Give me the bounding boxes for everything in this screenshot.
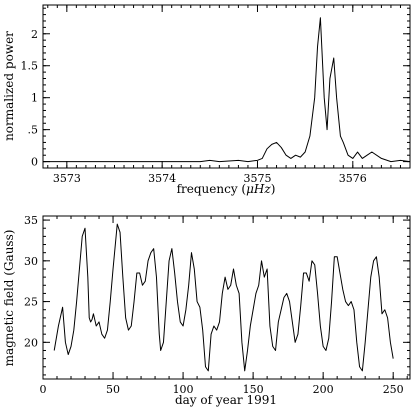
magnetic-field-x-tick-label: 50 (106, 383, 120, 396)
power-spectrum-y-tick-label: .5 (28, 124, 39, 137)
power-spectrum-y-tick-label: 2 (31, 28, 38, 41)
power-spectrum-chart: 3573 3574 3575 3576 0 .5 1 1.5 2 frequency (μHz)… (2, 4, 411, 196)
magnetic-field-y-tick-label: 30 (24, 255, 38, 268)
magnetic-field-y-axis-label: magnetic field (Gauss) (2, 230, 16, 367)
magnetic-field-ticks (42, 216, 410, 379)
magnetic-field-tick-labels: 0 50 100 150 200 250 20 25 30 35 (24, 214, 404, 396)
magnetic-field-y-tick-label: 20 (24, 336, 38, 349)
magnetic-field-x-tick-label: 250 (383, 383, 404, 396)
power-spectrum-x-tick-label: 3573 (53, 172, 81, 185)
magnetic-field-x-tick-label: 100 (173, 383, 194, 396)
power-spectrum-x-tick-label: 3576 (339, 172, 367, 185)
magnetic-field-x-tick-label: 150 (243, 383, 264, 396)
power-spectrum-y-axis-label: normalized power (2, 31, 16, 141)
power-spectrum-x-axis-label: frequency (μHz) (177, 182, 276, 196)
power-spectrum-tick-labels: 3573 3574 3575 3576 0 .5 1 1.5 2 (21, 28, 367, 185)
magnetic-field-series-line (53, 223, 394, 372)
magnetic-field-x-axis-label: day of year 1991 (175, 393, 277, 407)
power-spectrum-ticks (43, 5, 411, 169)
magnetic-field-x-tick-label: 200 (313, 383, 334, 396)
power-spectrum-series-line (43, 17, 411, 163)
magnetic-field-chart: 0 50 100 150 200 250 20 25 30 35 day of year 1991… (2, 214, 411, 407)
magnetic-field-y-tick-label: 25 (24, 296, 38, 309)
power-spectrum-x-tick-label: 3575 (243, 172, 271, 185)
magnetic-field-plot-frame (42, 215, 411, 380)
magnetic-field-y-tick-label: 35 (24, 214, 38, 227)
power-spectrum-y-tick-label: 0 (31, 156, 38, 169)
power-spectrum-y-tick-label: 1.5 (21, 60, 39, 73)
power-spectrum-plot-frame (42, 4, 411, 169)
magnetic-field-x-tick-label: 0 (40, 383, 47, 396)
power-spectrum-x-tick-label: 3574 (148, 172, 176, 185)
power-spectrum-y-tick-label: 1 (31, 92, 38, 105)
